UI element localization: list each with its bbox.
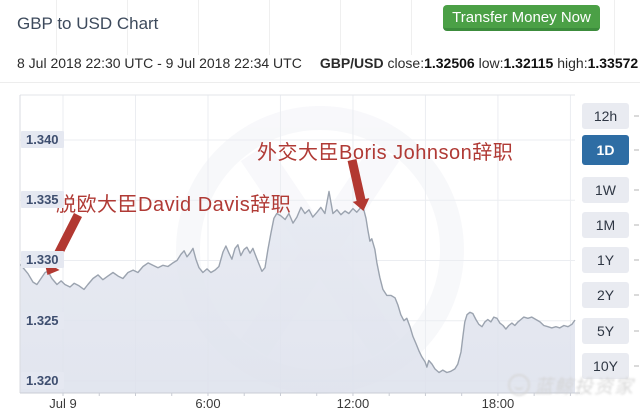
timeframe-button-10y[interactable]: 10Y <box>582 353 629 379</box>
page-edge-mark <box>634 330 639 332</box>
background-grid-line <box>614 0 615 55</box>
timeframe-button-12h[interactable]: 12h <box>582 103 629 129</box>
page-edge-mark <box>634 189 639 191</box>
background-grid-line <box>56 0 57 55</box>
background-grid-line <box>127 0 128 55</box>
chart-info-bar: 8 Jul 2018 22:30 UTC - 9 Jul 2018 22:34 … <box>17 55 638 71</box>
date-range: 8 Jul 2018 22:30 UTC - 9 Jul 2018 22:34 … <box>17 55 302 71</box>
timeframe-button-1d[interactable]: 1D <box>582 135 629 165</box>
page-edge-mark <box>634 224 639 226</box>
x-tick-label: 6:00 <box>195 396 221 411</box>
transfer-money-button[interactable]: Transfer Money Now <box>443 5 600 31</box>
timeframe-button-1w[interactable]: 1W <box>582 177 629 203</box>
page-edge-mark <box>634 259 639 261</box>
price-line <box>19 190 576 374</box>
y-tick-label: 1.340 <box>21 130 64 148</box>
watermark: 蓝鲸投资家 <box>508 370 638 400</box>
low-value: 1.32115 <box>503 55 554 71</box>
high-value: 1.33572 <box>587 55 639 71</box>
timeframe-button-5y[interactable]: 5Y <box>582 318 629 344</box>
x-tick-label: 18:00 <box>481 396 515 411</box>
annotation-boris-johnson: 外交大臣Boris Johnson辞职 <box>257 142 514 164</box>
page-edge-mark <box>634 115 639 117</box>
background-grid-line <box>340 0 341 55</box>
currency-pair: GBP/USD <box>319 55 384 71</box>
background-divider <box>0 82 640 83</box>
page-edge-mark <box>634 365 639 367</box>
high-label: high: <box>557 55 588 71</box>
y-tick-label: 1.330 <box>21 251 64 269</box>
y-tick-label: 1.320 <box>21 371 64 389</box>
timeframe-button-1m[interactable]: 1M <box>582 212 629 238</box>
background-grid-line <box>411 0 412 55</box>
x-tick-label: Jul 9 <box>49 396 77 411</box>
axes <box>19 94 580 396</box>
low-label: low: <box>478 55 504 71</box>
background-grid-line <box>269 0 270 55</box>
x-tick-label: 12:00 <box>336 396 370 411</box>
page-edge-mark <box>634 149 639 151</box>
close-value: 1.32506 <box>424 55 475 71</box>
watermark-logo-icon <box>508 374 530 396</box>
background-grid-line <box>198 0 199 55</box>
annotation-david-davis: 脱欧大臣David Davis辞职 <box>56 194 292 216</box>
boris-arrow <box>347 159 370 211</box>
y-tick-label: 1.325 <box>21 311 64 329</box>
page-edge-mark <box>634 294 639 296</box>
y-tick-label: 1.335 <box>21 191 64 209</box>
watermark-text: 蓝鲸投资家 <box>534 376 635 398</box>
timeframe-button-2y[interactable]: 2Y <box>582 282 629 308</box>
page-title: GBP to USD Chart <box>17 14 159 33</box>
price-series <box>19 190 576 393</box>
close-label: close: <box>387 55 425 71</box>
price-area <box>20 191 575 393</box>
timeframe-button-1y[interactable]: 1Y <box>582 247 629 273</box>
